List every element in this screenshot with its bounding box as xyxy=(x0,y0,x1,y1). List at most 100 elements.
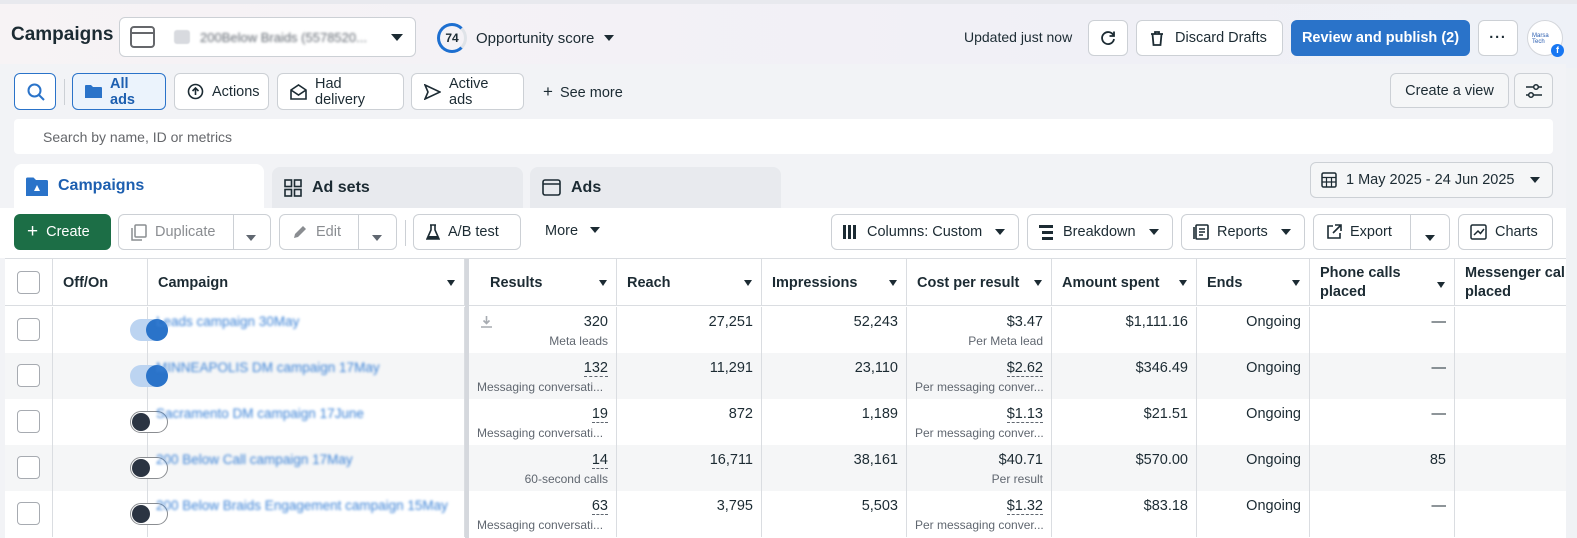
ends-value: Ongoing xyxy=(1246,498,1301,514)
toggle-cell xyxy=(53,445,168,491)
results-cell: 14 60-second calls xyxy=(469,445,617,491)
export-icon xyxy=(1326,224,1342,240)
filter-label: Active ads xyxy=(449,75,489,108)
page-title: Campaigns xyxy=(11,24,114,45)
filter-had-delivery[interactable]: Had delivery xyxy=(277,73,404,110)
toggle-knob xyxy=(146,319,168,341)
filter-actions[interactable]: Actions xyxy=(174,73,269,110)
create-view-button[interactable]: Create a view xyxy=(1390,73,1509,108)
tab-ads[interactable]: Ads xyxy=(530,167,781,208)
header-label-line2: placed xyxy=(1320,283,1366,300)
campaign-toggle[interactable] xyxy=(130,503,168,525)
tab-campaigns[interactable]: Campaigns xyxy=(14,164,264,208)
row-checkbox[interactable] xyxy=(17,410,40,433)
campaign-toggle[interactable] xyxy=(130,411,168,433)
row-checkbox[interactable] xyxy=(17,502,40,525)
divider xyxy=(358,214,359,250)
breakdown-button[interactable]: Breakdown xyxy=(1027,214,1173,250)
spent-cell: $1,111.16 xyxy=(1052,307,1197,353)
table-row[interactable]: MINNEAPOLIS DM campaign 17May 132 Messag… xyxy=(5,353,1566,399)
header-label: Ends xyxy=(1207,274,1243,291)
header-campaign[interactable]: Campaign xyxy=(148,259,465,306)
campaign-name-link[interactable]: 200 Below Call campaign 17May xyxy=(156,452,353,467)
edit-dropdown-button[interactable] xyxy=(372,229,382,245)
export-dropdown-button[interactable] xyxy=(1425,229,1435,245)
review-publish-button[interactable]: Review and publish (2) xyxy=(1291,20,1470,56)
row-checkbox[interactable] xyxy=(17,456,40,479)
select-all-checkbox[interactable] xyxy=(17,271,40,294)
duplicate-button[interactable]: Duplicate xyxy=(155,224,216,240)
reach-cell: 16,711 xyxy=(617,445,762,491)
filter-settings-button[interactable] xyxy=(1514,73,1553,108)
updated-status: Updated just now xyxy=(964,29,1073,45)
campaign-name-link[interactable]: 200 Below Braids Engagement campaign 15M… xyxy=(156,498,448,513)
opportunity-score[interactable]: 74 Opportunity score xyxy=(437,23,615,53)
refresh-button[interactable] xyxy=(1088,20,1128,56)
results-value: 14 xyxy=(591,452,608,469)
tab-ad-sets[interactable]: Ad sets xyxy=(272,167,523,208)
impressions-cell: 52,243 xyxy=(762,307,907,353)
row-checkbox[interactable] xyxy=(17,364,40,387)
more-options-button[interactable]: ··· xyxy=(1478,20,1518,56)
charts-button[interactable]: Charts xyxy=(1458,214,1553,250)
duplicate-dropdown-button[interactable] xyxy=(246,229,256,245)
header-phone-calls[interactable]: Phone calls placed xyxy=(1310,259,1455,306)
table-row[interactable]: Leads campaign 30May 320 Meta leads 27,2… xyxy=(5,307,1566,353)
phone-calls-value: — xyxy=(1431,314,1447,330)
header-cost-per-result[interactable]: Cost per result xyxy=(907,259,1052,306)
cost-type: Per messaging conver... xyxy=(915,380,1044,394)
campaign-toggle[interactable] xyxy=(130,319,168,341)
campaign-name-link[interactable]: Leads campaign 30May xyxy=(156,314,300,329)
more-menu-button[interactable]: More xyxy=(545,223,601,239)
create-label: Create xyxy=(46,224,90,240)
ab-test-button[interactable]: A/B test xyxy=(413,214,521,250)
cost-cell: $2.62 Per messaging conver... xyxy=(907,353,1052,399)
header-messenger-calls[interactable]: Messenger calls placed xyxy=(1455,259,1566,306)
filter-all-ads[interactable]: All ads xyxy=(72,73,166,110)
ends-cell: Ongoing xyxy=(1197,353,1310,399)
avatar[interactable]: Marsa Tech f xyxy=(1527,20,1564,57)
sort-caret-icon xyxy=(1437,282,1445,288)
chart-icon xyxy=(1470,224,1487,240)
campaign-name-link[interactable]: MINNEAPOLIS DM campaign 17May xyxy=(156,360,380,375)
header-label: Campaign xyxy=(158,274,229,291)
spent-value: $1,111.16 xyxy=(1125,314,1188,330)
search-toggle-button[interactable] xyxy=(14,73,56,110)
table-row[interactable]: 200 Below Braids Engagement campaign 15M… xyxy=(5,491,1566,537)
top-header: Campaigns 200Below Braids (5578520... 74… xyxy=(0,0,1577,68)
export-button-group: Export xyxy=(1313,214,1450,250)
header-onoff: Off/On xyxy=(53,259,148,306)
campaign-name-link[interactable]: Sacramento DM campaign 17June xyxy=(156,406,364,421)
edit-button[interactable]: Edit xyxy=(316,224,341,240)
header-results[interactable]: Results xyxy=(469,259,617,306)
header-reach[interactable]: Reach xyxy=(617,259,762,306)
export-button[interactable]: Export xyxy=(1350,224,1392,240)
results-cell: 63 Messaging conversati... xyxy=(469,491,617,537)
columns-button[interactable]: Columns: Custom xyxy=(831,214,1019,250)
create-button[interactable]: + Create xyxy=(14,214,111,250)
download-icon[interactable] xyxy=(481,315,492,331)
header-ends[interactable]: Ends xyxy=(1197,259,1310,306)
toggle-cell xyxy=(53,307,168,353)
divider xyxy=(233,214,234,250)
table-row[interactable]: Sacramento DM campaign 17June 19 Messagi… xyxy=(5,399,1566,445)
search-input[interactable] xyxy=(14,119,1553,154)
account-selector[interactable]: 200Below Braids (5578520... xyxy=(119,17,416,57)
header-impressions[interactable]: Impressions xyxy=(762,259,907,306)
campaign-toggle[interactable] xyxy=(130,457,168,479)
ends-value: Ongoing xyxy=(1246,406,1301,422)
header-label: Impressions xyxy=(772,274,858,291)
see-more-button[interactable]: + See more xyxy=(543,82,623,102)
chevron-down-icon xyxy=(1530,177,1540,183)
campaign-toggle[interactable] xyxy=(130,365,168,387)
date-range-picker[interactable]: 1 May 2025 - 24 Jun 2025 xyxy=(1310,162,1553,198)
reports-button[interactable]: Reports xyxy=(1181,214,1305,250)
header-amount-spent[interactable]: Amount spent xyxy=(1052,259,1197,306)
table-row[interactable]: 200 Below Call campaign 17May 14 60-seco… xyxy=(5,445,1566,491)
discard-drafts-button[interactable]: Discard Drafts xyxy=(1136,20,1283,56)
header-label: Cost per result xyxy=(917,274,1020,291)
filter-active-ads[interactable]: Active ads xyxy=(411,73,524,110)
cost-type: Per result xyxy=(991,472,1043,486)
row-checkbox[interactable] xyxy=(17,318,40,341)
reach-cell: 11,291 xyxy=(617,353,762,399)
